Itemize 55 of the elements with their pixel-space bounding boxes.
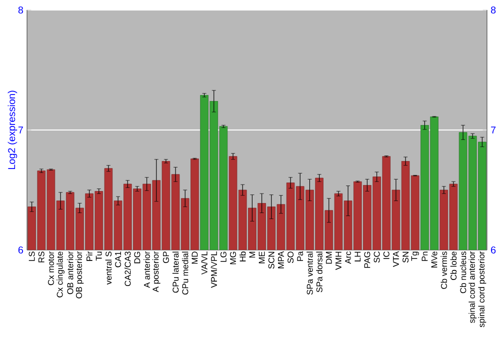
x-tick-label: CA2/CA3 xyxy=(124,252,131,286)
x-tick-label: Cx cingulate xyxy=(56,252,64,298)
x-tick-label: Cx motor xyxy=(48,251,54,286)
x-tick-label: A posterior xyxy=(152,251,160,292)
x-tick-label: Hb xyxy=(240,252,246,262)
x-tick-label: SPa dorsal xyxy=(316,252,322,292)
x-tick-label: SCN xyxy=(268,252,274,269)
x-tick-label: Tg xyxy=(411,252,419,261)
x-tick-label: Cb vermis xyxy=(440,252,447,289)
x-tick-label: VTA xyxy=(393,251,399,268)
x-tick-label: A anterior xyxy=(144,251,150,288)
y2-tick-label: 7 xyxy=(491,126,496,134)
x-tick-label: spinal cord posterior xyxy=(478,251,486,328)
x-tick-label: Pn xyxy=(422,252,428,261)
x-tick-label: spinal cord anterior xyxy=(468,251,477,323)
x-tick-label: Pa xyxy=(297,251,304,261)
x-tick-label: VA/VL xyxy=(201,251,208,275)
y-tick-label: 8 xyxy=(18,6,24,14)
x-tick-label: LG xyxy=(220,252,226,262)
x-tick-label: GP xyxy=(162,252,169,264)
y-tick-label: 7 xyxy=(18,126,23,134)
y2-tick-label: 6 xyxy=(491,246,496,254)
x-tick-label: Pir xyxy=(86,251,92,261)
y2-tick-label: 8 xyxy=(490,6,496,14)
x-tick-label: MVe xyxy=(431,252,438,268)
x-tick-label: DG xyxy=(134,252,140,264)
x-tick-label: SC xyxy=(374,252,380,263)
x-tick-label: CA1 xyxy=(115,252,122,268)
x-tick-label: SPa ventral xyxy=(306,252,313,295)
x-tick-label: DM xyxy=(326,252,332,264)
x-tick-label: Tu xyxy=(96,252,102,261)
x-tick-label: Cb lobe xyxy=(450,252,457,280)
x-tick-label: Arc xyxy=(345,251,351,264)
x-tick-label: SN xyxy=(402,252,409,263)
x-tick-label: LS xyxy=(28,252,35,261)
x-tick-label: CPu lateral xyxy=(172,252,179,293)
x-tick-label: OB posterior xyxy=(76,251,84,298)
x-tick-label: ventral S xyxy=(105,252,112,285)
x-tick-label: CPu medial xyxy=(182,252,188,295)
x-tick-label: M xyxy=(249,252,256,258)
x-tick-label: OB anterior xyxy=(67,251,74,294)
x-tick-label: ME xyxy=(258,252,265,264)
x-tick-label: SO xyxy=(288,252,294,264)
x-tick-label: MD xyxy=(192,252,198,264)
y-tick-label: 6 xyxy=(18,246,24,254)
y-axis-title: Log2 (expression) xyxy=(8,90,18,170)
x-tick-label: VPM/VPL xyxy=(210,251,217,288)
x-tick-label: MPA xyxy=(278,251,284,268)
x-tick-label: IC xyxy=(383,252,390,259)
x-tick-label: VMH xyxy=(336,252,342,270)
x-tick-label: RS xyxy=(38,252,44,262)
x-tick-label: Cb nucleus xyxy=(460,252,466,294)
x-tick-label: PAG xyxy=(364,252,370,268)
x-tick-label: LH xyxy=(354,252,361,262)
x-tick-label: MG xyxy=(230,252,236,264)
